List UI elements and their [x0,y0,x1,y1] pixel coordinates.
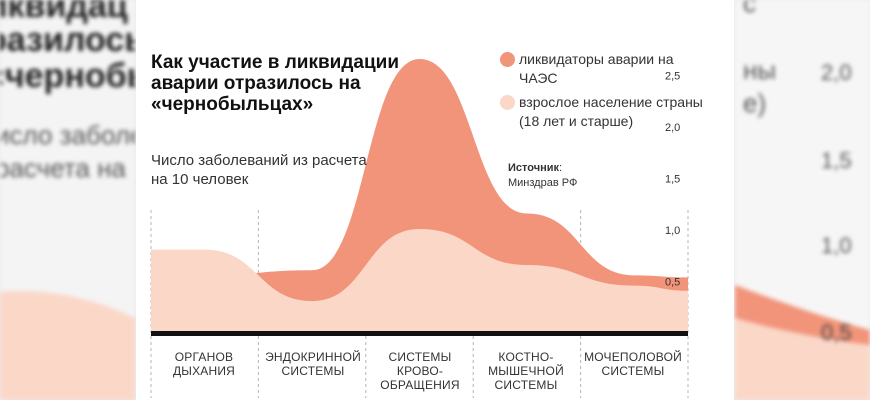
y-tick-label: 1,0 [665,225,680,237]
category-label-line: СИСТЕМЫ [494,378,558,392]
category-label-line: ДЫХАНИЯ [172,364,236,378]
category-label-endocrine: ЭНДОКРИННОЙ СИСТЕМЫ [263,350,363,378]
category-label-musculoskeletal: КОСТНО- МЫШЕЧНОЙ СИСТЕМЫ [476,350,576,392]
liquidators-area [204,59,688,333]
echo-subtitle-line2: расчета на [0,153,126,183]
legend-swatch-liquidators [500,52,515,67]
category-label-line: СИСТЕМЫ [281,364,345,378]
legend-item-liquidators: ликвидаторы аварии на ЧАЭС [500,50,706,88]
y-tick-label: 0,5 [665,277,680,289]
echo-tick-1-5: 1,5 [821,148,852,173]
category-label-line: КОСТНО- [498,350,554,364]
left-blurred-echo: ликвидац разилось «чернобы исло заболев … [0,0,135,400]
echo-title-line3: «чернобы [0,57,135,95]
category-label-line: СИСТЕМЫ [601,364,665,378]
echo-subtitle-line1: исло заболев [0,120,135,150]
category-label-genitourinary: МОЧЕПОЛОВОЙ СИСТЕМЫ [583,350,683,378]
echo-legend-line3: е) [743,88,767,118]
legend-swatch-population [500,95,515,110]
population-area [151,229,688,332]
source-note: Источник: Минздрав РФ [508,162,578,189]
echo-tick-2-0: 2,0 [821,60,852,85]
legend-item-population: взрослое население страны (18 лет и стар… [500,93,706,131]
category-label-line: ОРГАНОВ [174,350,234,364]
category-label-line: МЫШЕЧНОЙ [488,364,564,378]
category-label-line: СИСТЕМЫ [388,350,452,364]
echo-legend-line1: с [743,0,756,18]
echo-legend-line2: ны [743,55,777,85]
category-label-line: МОЧЕПОЛОВОЙ [584,350,682,364]
infographic-panel: 0,5 1,0 1,5 2,0 2,5 Как участие в ликвидации… [136,0,734,400]
category-label-circulatory: СИСТЕМЫ КРОВО- ОБРАЩЕНИЯ [370,350,470,392]
category-label-line: КРОВО- [396,364,444,378]
echo-title-line1: ликвидац [0,0,128,25]
chart-title: Как участие в ликвидации аварии отразило… [151,52,399,115]
chart-svg: 0,5 1,0 1,5 2,0 2,5 [150,59,689,398]
category-label-line: ОБРАЩЕНИЯ [380,378,460,392]
echo-left-area [0,291,135,400]
legend-label-liquidators: ликвидаторы аварии на ЧАЭС [519,51,674,86]
legend: ликвидаторы аварии на ЧАЭС взрослое насе… [500,50,706,131]
echo-tick-1-0: 1,0 [821,233,852,258]
echo-title-line2: разилось [0,21,135,59]
echo-tick-0-5: 0,5 [821,320,852,345]
y-tick-label: 1,5 [665,174,680,186]
source-value: Минздрав РФ [508,177,578,189]
chart-subtitle: Число заболеваний из расчета на 10 челов… [151,152,367,188]
y-tick-label: 2,0 [665,122,680,134]
category-label-line: ЭНДОКРИННОЙ [265,350,361,364]
echo-right-area [735,285,870,400]
right-blurred-echo: с ны е) 2,0 1,5 1,0 0,5 [735,0,870,400]
legend-label-population: взрослое население страны (18 лет и стар… [519,94,703,129]
source-label: Источник [508,162,560,174]
x-axis-baseline [151,331,688,336]
category-label-respiratory: ОРГАНОВ ДЫХАНИЯ [154,350,254,378]
y-axis-ticks: 0,5 1,0 1,5 2,0 2,5 [665,71,680,289]
y-tick-label: 2,5 [665,71,680,83]
